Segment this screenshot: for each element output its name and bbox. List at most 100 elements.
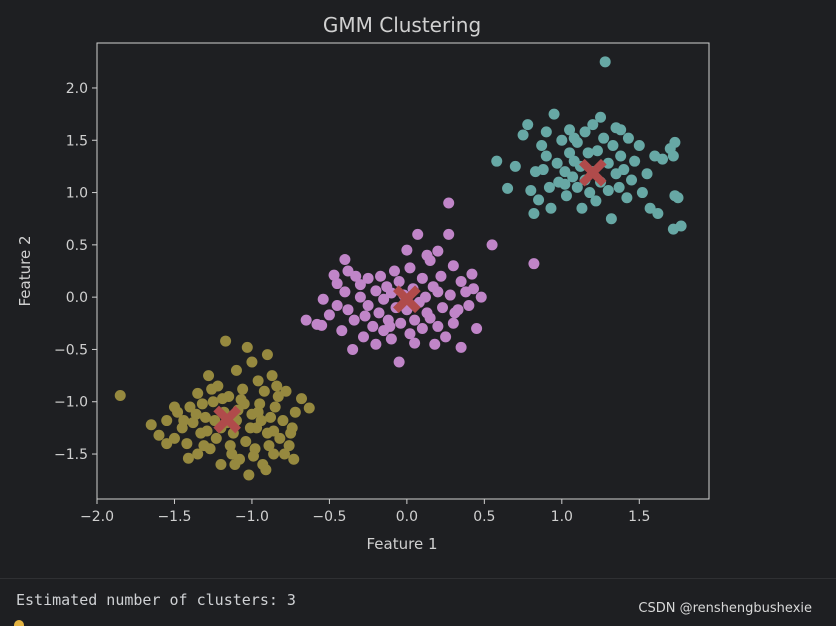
data-point	[328, 269, 340, 281]
data-point	[182, 452, 194, 464]
data-point	[263, 440, 275, 452]
data-point	[190, 408, 202, 420]
centroid-marker	[213, 405, 241, 434]
data-point	[252, 375, 264, 387]
data-point	[582, 147, 594, 159]
data-point	[502, 182, 514, 194]
data-point	[672, 192, 684, 204]
data-point	[384, 320, 396, 332]
data-point	[424, 312, 436, 324]
data-point	[260, 464, 272, 476]
data-point	[339, 253, 351, 265]
data-point	[289, 406, 301, 418]
data-point	[255, 415, 267, 427]
data-point	[475, 291, 487, 303]
centroids-layer	[213, 158, 607, 434]
data-point	[467, 283, 479, 295]
data-point	[419, 291, 431, 303]
data-point	[354, 279, 366, 291]
data-point	[559, 166, 571, 178]
data-point	[198, 440, 210, 452]
data-point	[357, 331, 369, 343]
data-point	[412, 228, 424, 240]
data-point	[636, 187, 648, 199]
data-point	[432, 245, 444, 257]
data-point	[602, 157, 614, 169]
data-point	[404, 262, 416, 274]
data-point	[416, 323, 428, 335]
data-point	[385, 333, 397, 345]
data-point	[629, 155, 641, 167]
data-point	[486, 239, 498, 251]
data-point	[536, 139, 548, 151]
data-point	[272, 391, 284, 403]
data-point	[605, 213, 617, 225]
data-point	[114, 389, 126, 401]
y-tick-label: 2.0	[66, 81, 88, 97]
data-point	[599, 56, 611, 68]
x-tick-label: −1.0	[235, 509, 269, 525]
data-point	[240, 435, 252, 447]
data-point	[466, 268, 478, 280]
data-point	[602, 184, 614, 196]
data-point	[339, 286, 351, 298]
data-point	[615, 150, 627, 162]
data-point	[206, 383, 218, 395]
y-ticks: −1.5 −1.0 −0.5 0.0 0.5 1.0 1.5 2.0	[54, 81, 97, 463]
data-point	[280, 385, 292, 397]
x-tick-label: −1.5	[157, 509, 191, 525]
data-point	[181, 438, 193, 450]
data-point	[537, 164, 549, 176]
data-point	[621, 192, 633, 204]
data-point	[184, 401, 196, 413]
x-tick-label: −2.0	[80, 509, 114, 525]
data-point	[243, 469, 255, 481]
lightbulb-icon	[14, 620, 24, 626]
data-point	[409, 314, 421, 326]
data-point	[300, 314, 312, 326]
data-point	[669, 136, 681, 148]
data-point	[556, 134, 568, 146]
data-point	[517, 129, 529, 141]
data-point	[522, 119, 534, 131]
data-point	[201, 425, 213, 437]
data-point	[331, 278, 343, 290]
data-point	[145, 419, 157, 431]
data-point	[525, 184, 537, 196]
y-tick-label: −1.0	[54, 395, 88, 411]
data-point	[237, 383, 249, 395]
data-point	[375, 270, 387, 282]
x-tick-label: 0.5	[473, 509, 495, 525]
chart-svg: GMM Clustering −2.0 −1.5 −1.0 −0.5 0.0 0.5 1.0…	[16, 13, 710, 553]
data-point	[303, 402, 315, 414]
data-point	[161, 415, 173, 427]
data-point	[268, 425, 280, 437]
data-point	[491, 155, 503, 167]
data-point	[246, 356, 258, 368]
data-point	[463, 300, 475, 312]
y-axis-label: Feature 2	[16, 236, 34, 307]
data-point	[595, 111, 607, 123]
data-point	[455, 341, 467, 353]
data-point	[367, 320, 379, 332]
data-point	[667, 223, 679, 235]
x-tick-label: 1.0	[551, 509, 573, 525]
data-point	[224, 440, 236, 452]
axes-frame	[96, 42, 710, 500]
data-point	[252, 406, 264, 418]
data-point	[444, 289, 456, 301]
data-point	[241, 341, 253, 353]
data-point	[652, 207, 664, 219]
centroid-marker	[578, 158, 607, 187]
data-point	[432, 320, 444, 332]
data-point	[388, 265, 400, 277]
data-point	[268, 448, 280, 460]
data-point	[626, 174, 638, 186]
data-point	[409, 337, 421, 349]
data-point	[471, 323, 483, 335]
data-point	[216, 393, 228, 405]
data-point	[543, 181, 555, 193]
data-point	[229, 458, 241, 470]
data-point	[247, 450, 259, 462]
data-point	[336, 325, 348, 337]
